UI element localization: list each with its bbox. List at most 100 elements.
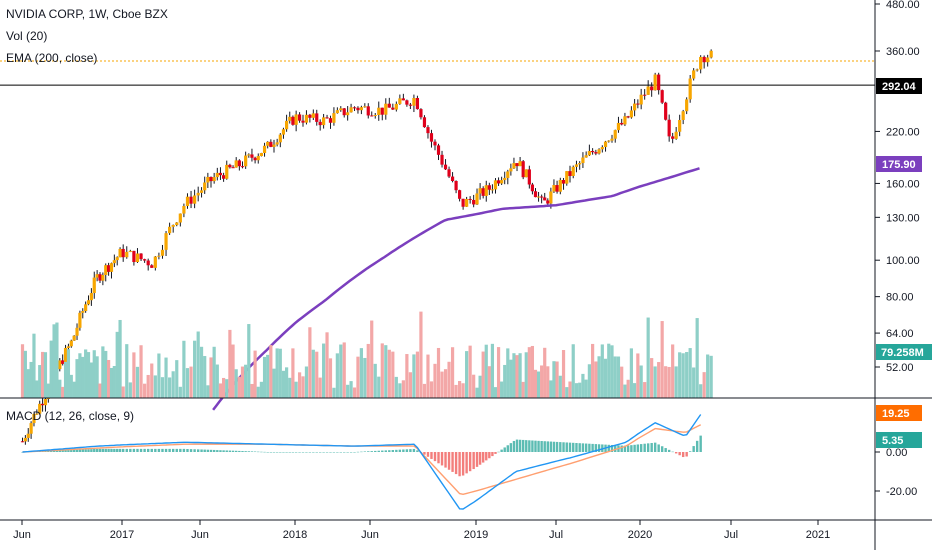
macd-signal-line[interactable] [22,424,702,496]
candle-body [222,175,226,179]
macd-histogram-bar [279,452,282,453]
price-tick-label: 480.00 [886,0,920,11]
volume-bar [107,359,111,398]
volume-bar [629,348,633,398]
volume-bar [527,347,531,398]
macd-histogram-bar [497,451,500,453]
volume-bar [206,385,210,398]
volume-bar [429,381,434,398]
macd-histogram-bar [301,452,305,453]
macd-histogram-bar [222,450,225,452]
volume-bar [95,356,99,398]
time-tick-label: 2019 [464,529,488,541]
macd-histogram-bar [356,451,360,453]
volume-bar [587,364,591,398]
volume-bar [521,381,525,398]
time-tick-label: 2017 [110,529,134,541]
volume-bar [66,349,71,398]
volume-bar [524,352,528,398]
volume-bar [366,343,370,398]
candle-body [594,152,598,154]
macd-histogram-bar [591,443,594,452]
candle-body [692,70,696,79]
volume-bar [322,343,326,398]
candle-body [636,103,640,105]
macd-histogram-bar [58,450,62,452]
volume-bar [603,358,608,398]
macd-histogram-bar [298,452,301,453]
volume-bar [43,352,48,398]
macd-histogram-bar [433,452,437,462]
volume-bar [443,369,448,398]
volume-bar [490,343,495,398]
volume-bar [478,375,482,398]
volume-bar [607,343,611,398]
volume-bar [660,321,664,398]
candle-body [247,154,251,156]
candle-body [552,185,556,192]
volume-bar [359,348,363,398]
candle-body [366,106,370,116]
ema-value-tag-text: 175.90 [882,159,916,171]
candle-body [643,94,647,96]
candle-body [475,193,479,205]
volume-bar [294,381,298,398]
volume-bar [620,366,624,398]
macd-line[interactable] [22,414,702,510]
ema-200-line[interactable] [212,167,700,411]
volume-bar [681,353,685,398]
volume-bar [175,360,179,398]
macd-histogram-bar [646,443,650,452]
candle-body [189,196,193,204]
candle-body [175,222,179,225]
volume-bar [218,383,223,398]
macd-histogram-bar [353,452,356,453]
macd-histogram-bar [150,448,153,452]
volume-bar [104,350,108,398]
macd-histogram-bar [506,445,509,452]
candle-body [646,86,650,95]
macd-histogram-bar [667,449,671,452]
volume-bar [657,362,661,398]
macd-histogram-bar [363,451,367,452]
candle-body [150,265,154,268]
macd-histogram-bar [206,449,210,452]
candle-body [481,188,485,196]
candle-body [115,257,119,261]
volume-bar [363,357,367,398]
volume-bar [164,357,168,398]
volume-bar [552,361,556,398]
macd-histogram-bar [388,450,391,452]
volume-bar [115,331,119,398]
volume-bar [356,356,360,398]
candle-body [490,189,495,191]
macd-histogram-bar [332,452,336,453]
macd-histogram-bar [685,452,688,457]
candle-body [363,106,367,108]
candle-body [500,180,504,184]
macd-histogram-bar [370,451,373,452]
macd-histogram-bar [528,440,531,452]
volume-bar [653,366,657,398]
volume-bar [244,364,248,398]
volume-bar [250,383,254,398]
candle-body [546,200,550,204]
candle-body [561,179,566,184]
macd-histogram-bar [518,439,522,452]
candle-body [328,118,333,123]
candle-body [543,197,547,201]
volume-bar [709,355,713,398]
volume-bar [475,387,479,398]
macd-histogram-bar [263,451,266,453]
volume-bar [225,379,229,398]
macd-pane[interactable] [21,414,702,510]
candle-body [405,100,409,105]
macd-histogram-bar [75,449,79,452]
macd-histogram-bar [113,448,116,452]
candle-body [253,157,257,161]
volume-bar [150,363,154,398]
volume-bar [387,349,391,398]
macd-histogram-bar [475,452,479,467]
volume-bar [493,387,498,398]
